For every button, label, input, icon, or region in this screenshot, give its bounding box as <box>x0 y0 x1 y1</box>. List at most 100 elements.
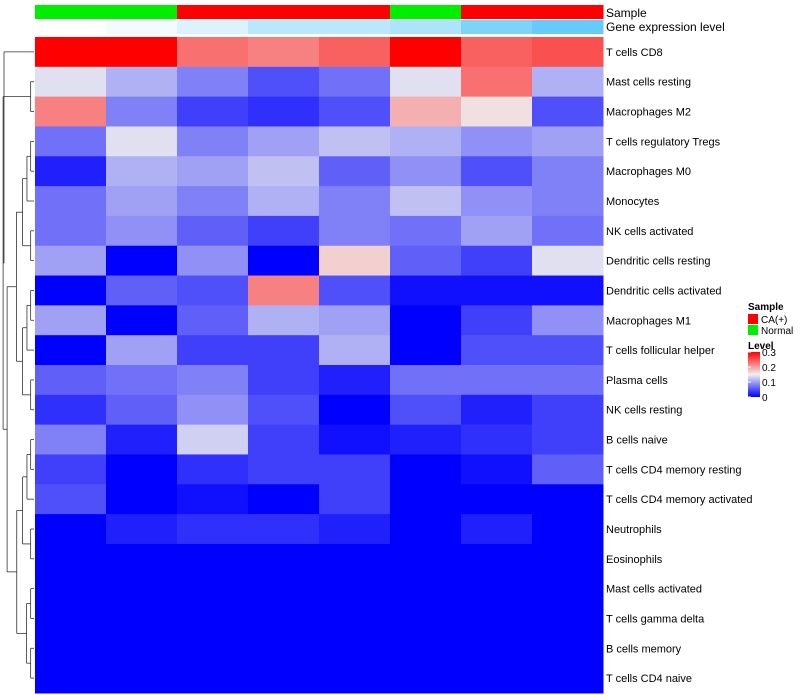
heatmap-cell <box>461 126 533 157</box>
legend-tick-label: 0 <box>762 393 768 404</box>
heatmap-cell <box>106 215 178 247</box>
heatmap-cell <box>319 365 391 396</box>
heatmap-cell <box>319 394 391 426</box>
row-label: B cells memory <box>606 643 682 655</box>
heatmap-cell <box>532 365 604 396</box>
heatmap-cell <box>106 96 178 127</box>
heatmap-cell <box>248 275 320 306</box>
heatmap-cell <box>461 603 533 634</box>
heatmap-cell <box>461 365 533 396</box>
heatmap-cell <box>248 394 320 426</box>
heatmap-cell <box>106 275 178 306</box>
sample-annotation-cell <box>532 5 604 19</box>
heatmap-cell <box>461 66 533 98</box>
heatmap-cell <box>532 37 604 68</box>
row-label: Dendritic cells resting <box>606 256 711 268</box>
heatmap-cell <box>106 424 178 455</box>
heatmap-cell <box>319 275 391 306</box>
heatmap-cell <box>177 484 249 515</box>
expression-track-label: Gene expression level <box>606 20 725 34</box>
row-label: B cells naive <box>606 435 668 447</box>
heatmap-cell <box>35 603 107 634</box>
heatmap-cell <box>390 245 462 277</box>
expression-annotation-cell <box>35 20 107 34</box>
heatmap-cell <box>390 633 462 664</box>
heatmap-cell <box>319 186 391 217</box>
heatmap-cell <box>532 66 604 98</box>
heatmap-cell <box>390 335 462 366</box>
heatmap-cell <box>532 305 604 336</box>
heatmap-cell <box>461 245 533 277</box>
heatmap-cell <box>35 543 107 575</box>
heatmap-cell <box>177 394 249 426</box>
heatmap-cell <box>106 245 178 277</box>
heatmap-cell <box>461 394 533 426</box>
heatmap-cell <box>177 66 249 98</box>
heatmap-cell <box>177 454 249 485</box>
sample-annotation-cell <box>461 5 533 19</box>
heatmap-cell <box>532 126 604 157</box>
heatmap-cell <box>390 275 462 306</box>
legend-color-bar <box>748 352 760 397</box>
heatmap-cell <box>106 543 178 575</box>
legend-swatch <box>748 325 758 335</box>
heatmap-cell <box>35 305 107 336</box>
row-label: T cells CD4 memory activated <box>606 494 753 506</box>
heatmap-cell <box>390 96 462 127</box>
heatmap-cell <box>390 603 462 634</box>
heatmap-cell <box>248 335 320 366</box>
legend-sample-title: Sample <box>748 302 784 313</box>
expression-annotation-cell <box>319 20 391 34</box>
legend-tick-label: 0.2 <box>762 363 776 374</box>
expression-annotation-cell <box>461 20 533 34</box>
heatmap-cell <box>461 484 533 515</box>
sample-annotation-cell <box>35 5 107 19</box>
heatmap-cell <box>248 484 320 515</box>
sample-track-label: Sample <box>606 6 647 20</box>
row-label: Macrophages M2 <box>606 107 691 119</box>
heatmap-cell <box>390 365 462 396</box>
heatmap-cell <box>177 275 249 306</box>
heatmap-cell <box>106 186 178 217</box>
heatmap-cell <box>319 335 391 366</box>
heatmap-cell <box>319 663 391 694</box>
heatmap-cell <box>532 424 604 455</box>
heatmap-cell <box>35 335 107 366</box>
heatmap-cell <box>177 424 249 455</box>
heatmap-cell <box>177 335 249 366</box>
heatmap-cell <box>319 156 391 187</box>
heatmap-cell <box>35 275 107 306</box>
heatmap-cell <box>390 37 462 68</box>
heatmap-cell <box>106 663 178 694</box>
heatmap-cell <box>319 66 391 98</box>
heatmap-cell <box>106 454 178 485</box>
heatmap-cell <box>461 305 533 336</box>
row-label: Macrophages M1 <box>606 315 691 327</box>
heatmap-cell <box>461 663 533 694</box>
expression-annotation-cell <box>106 20 178 34</box>
heatmap-cell <box>319 573 391 605</box>
heatmap-cell <box>248 424 320 455</box>
heatmap-cell <box>319 484 391 515</box>
row-label: Monocytes <box>606 196 660 208</box>
heatmap-cell <box>35 514 107 545</box>
heatmap-cell <box>319 543 391 575</box>
heatmap-cell <box>177 365 249 396</box>
row-label: NK cells activated <box>606 226 693 238</box>
heatmap-cell <box>461 215 533 247</box>
heatmap-cell <box>177 126 249 157</box>
heatmap-cell <box>319 215 391 247</box>
heatmap-cell <box>319 126 391 157</box>
heatmap-cell <box>319 424 391 455</box>
heatmap-cell <box>461 633 533 664</box>
heatmap-cell <box>35 394 107 426</box>
heatmap-cell <box>319 514 391 545</box>
heatmap-cell <box>532 484 604 515</box>
heatmap-cell <box>248 186 320 217</box>
heatmap-cell <box>461 275 533 306</box>
heatmap-cell <box>35 156 107 187</box>
row-label: T cells CD8 <box>606 47 663 59</box>
heatmap-cell <box>106 573 178 605</box>
heatmap-cell <box>248 37 320 68</box>
